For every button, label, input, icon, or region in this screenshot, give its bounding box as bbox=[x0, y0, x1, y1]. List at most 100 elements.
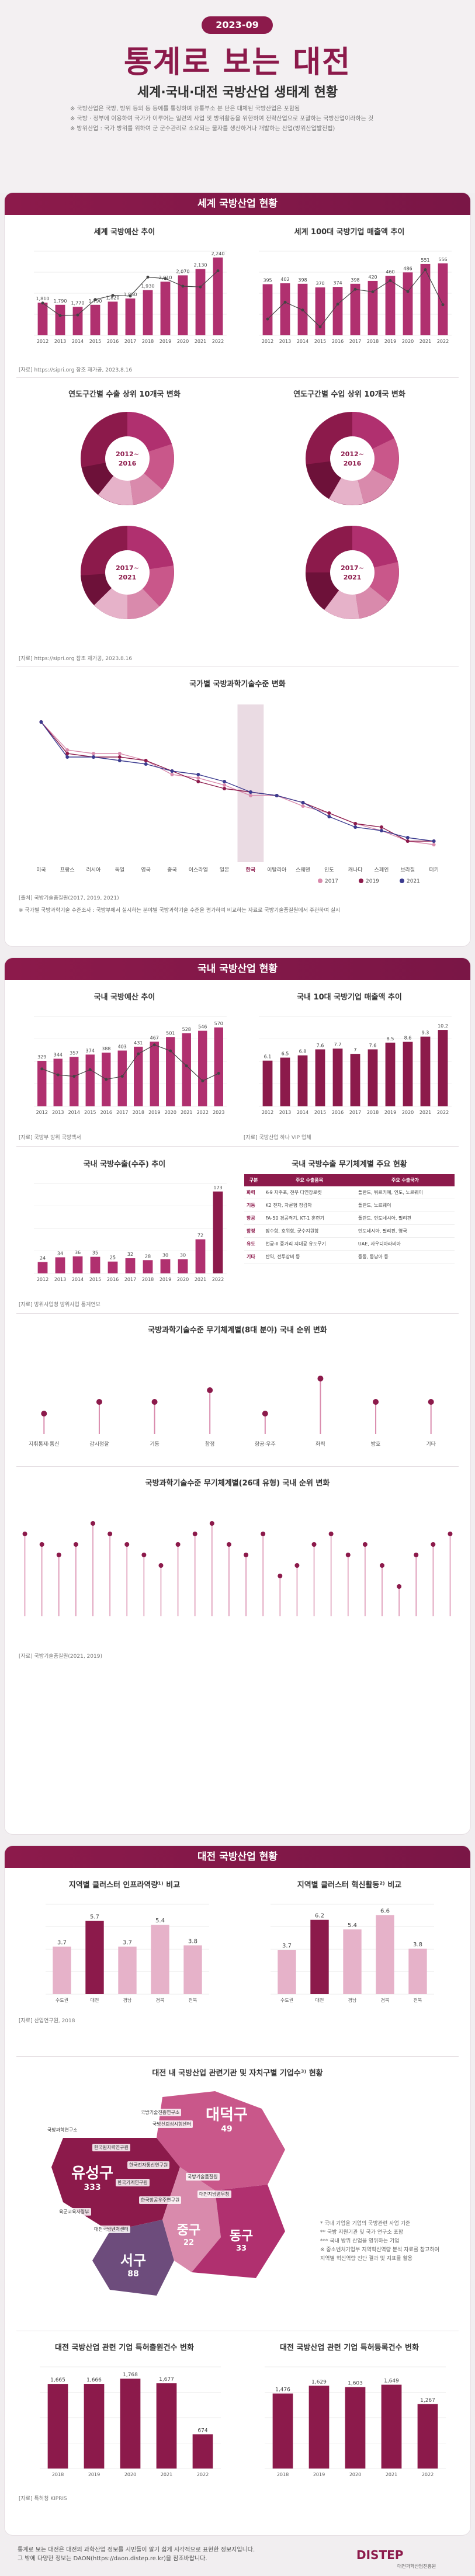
section-heading: 세계 국방산업 현황 bbox=[5, 193, 470, 215]
tick-label: 일본 bbox=[220, 867, 230, 873]
data-label: 5.7 bbox=[90, 1914, 99, 1921]
source-note: [자료] 특허청 KIPRIS bbox=[19, 2496, 67, 2502]
data-point bbox=[317, 1376, 324, 1381]
bar bbox=[198, 1030, 207, 1106]
data-point bbox=[432, 839, 436, 843]
data-label: 546 bbox=[198, 1025, 207, 1030]
tick-label: 수도권 bbox=[280, 1997, 293, 2003]
data-point bbox=[199, 285, 202, 289]
data-point bbox=[120, 1075, 124, 1078]
data-label: 28 bbox=[145, 1254, 151, 1259]
tick-label: 2018 bbox=[133, 1110, 144, 1115]
section-heading: 국내 국방산업 현황 bbox=[5, 958, 470, 980]
tick-label: 2021 bbox=[195, 339, 206, 344]
bar bbox=[37, 1061, 47, 1106]
institution-pin: 한국전자통신연구원 bbox=[127, 2161, 170, 2169]
data-label: 30 bbox=[180, 1253, 186, 1258]
data-label: 10.2 bbox=[438, 1023, 448, 1029]
data-point bbox=[65, 748, 70, 752]
bar bbox=[310, 1919, 329, 1994]
chart-title: 국방과학기술수준 무기체계별(8대 분야) 국내 순위 변화 bbox=[148, 1326, 327, 1335]
bar bbox=[166, 1037, 175, 1106]
bar bbox=[90, 304, 100, 335]
tick-label: 러시아 bbox=[86, 867, 102, 873]
tick-label: 2017 bbox=[349, 339, 361, 344]
data-point bbox=[93, 298, 97, 301]
map-note: * 국내 기업을 기업의 국방관련 사업 기준 bbox=[320, 2221, 411, 2227]
tick-label: 브라질 bbox=[400, 866, 415, 873]
data-label: 556 bbox=[438, 257, 447, 262]
domestic-top10-chart: 6.1 2012 6.5 2013 6.8 2014 7.6 2015 7.7 2016 7 2017… bbox=[259, 1016, 452, 1115]
data-point bbox=[196, 776, 200, 780]
bar bbox=[125, 1258, 136, 1273]
bar bbox=[214, 1027, 223, 1106]
data-label: 398 bbox=[351, 277, 359, 283]
tick-label: 한국 bbox=[246, 866, 256, 873]
bar bbox=[125, 298, 136, 335]
bar bbox=[55, 304, 65, 335]
chart-title: 국방과학기술수준 무기체계별(26대 유형) 국내 순위 변화 bbox=[145, 1479, 330, 1488]
tick-label: 2012 bbox=[36, 1110, 48, 1115]
data-label: 35 bbox=[92, 1251, 98, 1256]
chart-title: 지역별 클러스터 혁신활동²⁾ 비교 bbox=[297, 1881, 402, 1890]
svg-text:2012~: 2012~ bbox=[116, 450, 139, 458]
tick-label: 감시정찰 bbox=[89, 1440, 109, 1447]
tick-label: 2013 bbox=[54, 1277, 66, 1282]
tick-label: 2016 bbox=[332, 339, 344, 344]
bar bbox=[118, 1946, 137, 1994]
data-label: 6.8 bbox=[299, 1049, 307, 1054]
district-count: 333 bbox=[84, 2183, 101, 2192]
bar bbox=[438, 263, 448, 335]
svg-text:2021: 2021 bbox=[119, 574, 137, 581]
source-note: [자료] https://sipri.org 참조 재가공, 2023.8.16 bbox=[19, 367, 133, 373]
highlight-band bbox=[237, 704, 264, 862]
tick-label: 2017 bbox=[124, 1277, 136, 1282]
tick-label: 2022 bbox=[422, 2472, 434, 2477]
source-note: [자료] 국방산업 하나 VIP 업체 bbox=[244, 1135, 311, 1141]
tick-label: 2013 bbox=[279, 1110, 291, 1115]
data-label: 7.7 bbox=[334, 1042, 342, 1047]
bar bbox=[343, 1929, 362, 1994]
data-point bbox=[431, 1542, 436, 1547]
data-point bbox=[56, 1073, 60, 1077]
data-label: 551 bbox=[421, 258, 429, 263]
data-label: 34 bbox=[57, 1251, 63, 1256]
data-label: 72 bbox=[197, 1233, 203, 1238]
data-point bbox=[76, 313, 79, 317]
data-label: 32 bbox=[127, 1252, 133, 1257]
map-note: ※ 중소벤처기업부 지역혁신역량 분석 자료를 참고하여 bbox=[320, 2247, 440, 2253]
data-label: 2,240 bbox=[212, 251, 225, 256]
bar bbox=[72, 1256, 83, 1273]
tick-label: 2022 bbox=[212, 339, 224, 344]
data-label: 486 bbox=[403, 266, 412, 271]
tick-label: 2018 bbox=[367, 339, 379, 344]
tick-label: 2021 bbox=[195, 1277, 206, 1282]
tick-label: 미국 bbox=[36, 867, 46, 873]
legend-marker bbox=[400, 879, 404, 883]
tick-label: 기타 bbox=[426, 1441, 436, 1447]
divider bbox=[16, 1313, 459, 1314]
data-point bbox=[217, 1072, 220, 1075]
tick-label: 2021 bbox=[161, 2472, 172, 2477]
data-point bbox=[91, 1521, 96, 1526]
table-row: 화력 K-9 자주포, 천무 다연장로켓 폴란드, 튀르키예, 인도, 노르웨이 bbox=[244, 1186, 455, 1199]
data-point bbox=[223, 783, 227, 787]
data-label: 6.2 bbox=[315, 1913, 324, 1919]
chart-title: 대전 국방산업 관련 기업 특허출원건수 변화 bbox=[55, 2344, 194, 2352]
svg-text:2021: 2021 bbox=[344, 574, 362, 581]
data-point bbox=[209, 1521, 214, 1526]
chart-title: 지역별 클러스터 인프라역량¹⁾ 비교 bbox=[68, 1881, 181, 1890]
data-label: 398 bbox=[298, 277, 307, 283]
chart-title: 대전 국방산업 관련 기업 특허등록건수 변화 bbox=[280, 2344, 419, 2352]
tick-label: 2013 bbox=[279, 339, 291, 344]
tick-label: 전북 bbox=[189, 1997, 197, 2003]
tick-label: 2012 bbox=[262, 339, 273, 344]
tick-label: 경북 bbox=[156, 1997, 165, 2003]
district-count: 49 bbox=[221, 2124, 233, 2134]
world-section: 세계 국방산업 현황 세계 국방예산 추이 1,810 2012 1,790 2013… bbox=[5, 193, 470, 946]
district-count: 33 bbox=[235, 2244, 247, 2253]
tick-label: 2019 bbox=[160, 1277, 171, 1282]
map-note: 지역별 혁신역량 진단 결과 및 지표를 활용 bbox=[320, 2256, 412, 2262]
world-top100-chart: 395 2012 402 2013 398 2014 370 2015 374 2016 398 20… bbox=[259, 251, 452, 344]
tick-label: 항공·우주 bbox=[255, 1441, 276, 1447]
